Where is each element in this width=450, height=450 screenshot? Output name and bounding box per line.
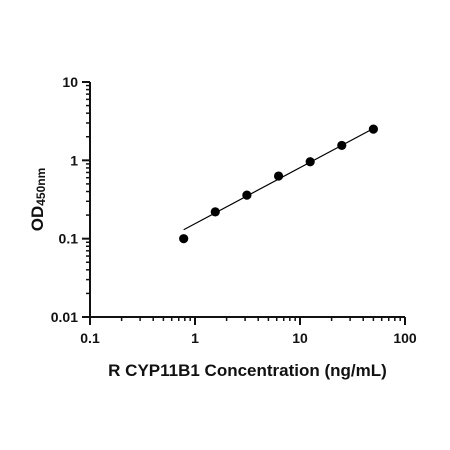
data-point <box>337 140 347 151</box>
data-point <box>305 157 315 167</box>
x-tick-label: 10 <box>292 330 308 346</box>
y-tick-label: 0.01 <box>51 309 78 325</box>
data-point <box>179 234 189 244</box>
data-point <box>242 190 252 200</box>
x-tick-label: 1 <box>191 330 199 346</box>
data-point <box>368 124 378 134</box>
y-tick-label: 10 <box>62 74 78 90</box>
x-axis-ticks: 0.1 1 10 100 <box>80 317 417 346</box>
y-axis-title-subscript: 450nm <box>34 168 48 206</box>
data-point <box>210 207 220 217</box>
x-tick-label: 100 <box>393 330 417 346</box>
y-axis-title-main: OD <box>28 206 47 232</box>
y-axis-title: OD450nm <box>28 168 48 232</box>
y-tick-label: 1 <box>70 152 78 168</box>
x-axis-title: R CYP11B1 Concentration (ng/mL) <box>108 361 387 380</box>
plot-area <box>179 124 378 244</box>
y-axis-ticks: 0.01 0.1 1 10 <box>51 74 90 325</box>
x-tick-label: 0.1 <box>80 330 100 346</box>
data-point <box>273 171 284 181</box>
y-tick-label: 0.1 <box>59 231 79 247</box>
